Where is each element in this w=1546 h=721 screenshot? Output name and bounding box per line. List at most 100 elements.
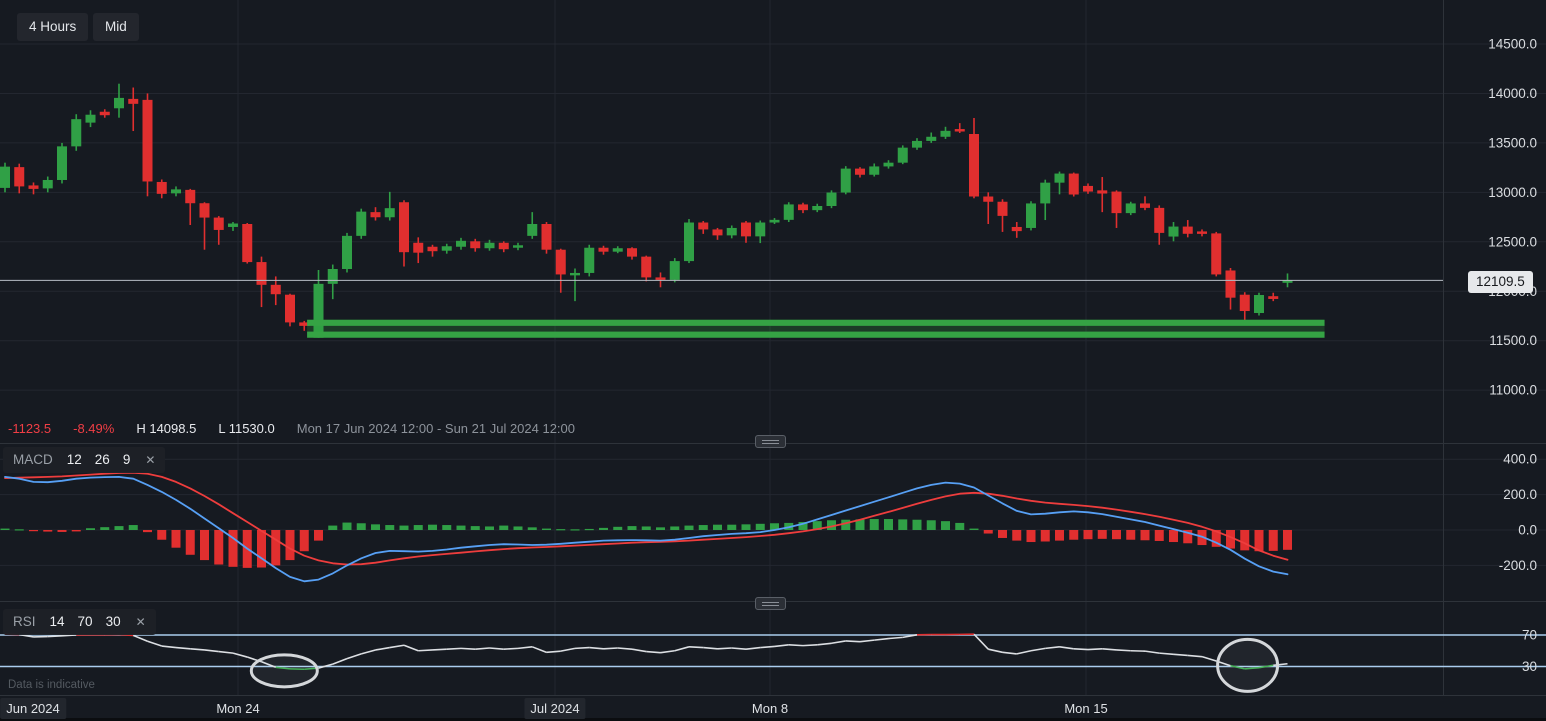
price-axis-tick: 13500.0 (1488, 135, 1537, 150)
pane-divider-handle-macd[interactable] (755, 435, 786, 448)
macd-histogram-bar (698, 525, 708, 530)
macd-histogram-bar (656, 527, 665, 530)
time-axis[interactable]: Jun 2024 Mon 24 Jul 2024 Mon 8 Mon 15 (0, 695, 1546, 719)
candle-body (1182, 226, 1193, 234)
macd-param-fast: 12 (66, 452, 82, 467)
rsi-line-segment (361, 649, 376, 655)
timeframe-button[interactable]: 4 Hours (17, 13, 89, 41)
macd-histogram-bar (385, 525, 395, 530)
rsi-line-segment (1273, 662, 1288, 667)
candle-body (812, 205, 823, 211)
macd-histogram-bar (371, 524, 380, 530)
candle-body (541, 223, 552, 250)
rsi-pane-content (0, 633, 1546, 693)
rsi-line-segment (61, 634, 77, 637)
rsi-line-segment (1258, 664, 1274, 669)
macd-histogram-bar (1240, 530, 1250, 551)
rsi-line-segment (204, 649, 219, 653)
macd-histogram-bar (513, 526, 523, 530)
macd-histogram-bar (713, 524, 722, 530)
candle-body (570, 272, 580, 276)
macd-histogram-bar (741, 524, 751, 530)
rsi-line-segment (703, 646, 718, 650)
macd-histogram-bar (171, 530, 181, 548)
axis-labels: 14500.014000.013500.013000.012500.012000… (1488, 37, 1537, 675)
macd-histogram-bar (1055, 530, 1064, 541)
macd-histogram-bar (941, 521, 950, 530)
macd-histogram-bar (456, 525, 466, 530)
macd-histogram-bar (542, 528, 551, 530)
candle-body (527, 223, 538, 236)
price-axis-tick: 11000.0 (1489, 383, 1537, 398)
candle-body (256, 262, 267, 285)
candle-body (741, 222, 751, 237)
candle-body (783, 204, 794, 220)
macd-axis-tick: -200.0 (1499, 558, 1537, 573)
candle-body (912, 140, 922, 148)
rsi-line-segment (574, 646, 590, 650)
macd-label: MACD (13, 452, 53, 467)
data-indicative-watermark: Data is indicative (8, 679, 95, 691)
candle-body (940, 130, 951, 137)
rsi-line-segment (389, 644, 405, 649)
macd-close-icon[interactable]: ✕ (145, 452, 156, 467)
candle-body (1211, 233, 1222, 275)
price-type-button[interactable]: Mid (93, 13, 139, 41)
macd-histogram-bar (1083, 530, 1093, 540)
rsi-line-segment (589, 646, 604, 650)
candle-body (270, 284, 281, 295)
rsi-line-segment (1116, 649, 1131, 652)
rsi-line-segment (531, 646, 547, 654)
candle-body (1026, 203, 1036, 228)
candle-body (228, 223, 238, 227)
candle-body (1040, 182, 1051, 204)
rsi-line-segment (774, 644, 789, 648)
support-zone-annotation (307, 319, 1325, 338)
candle-body (726, 227, 737, 236)
candle-body (384, 208, 395, 218)
candle-body (213, 217, 224, 230)
macd-histogram-bar (613, 526, 623, 530)
macd-histogram (0, 519, 1292, 568)
rsi-line-segment (1201, 655, 1217, 662)
gridlines (0, 0, 1546, 695)
candle-body (769, 219, 780, 223)
rsi-line-segment (375, 646, 390, 651)
candle-body (1097, 190, 1108, 194)
macd-histogram-bar (798, 522, 808, 530)
candle-body (969, 133, 979, 197)
rsi-line-segment (688, 646, 704, 649)
rsi-indicator-chip[interactable]: RSI 14 70 30 ✕ (3, 609, 156, 635)
candle-body (641, 256, 652, 278)
macd-param-slow: 26 (94, 452, 110, 467)
rsi-line-segment (118, 633, 134, 637)
candle-body (71, 119, 82, 147)
macd-indicator-chip[interactable]: MACD 12 26 9 ✕ (3, 447, 166, 473)
macd-histogram-bar (1211, 530, 1221, 547)
candle-body (128, 98, 139, 104)
candle-body (655, 277, 666, 280)
rsi-line-segment (1102, 647, 1117, 651)
rsi-line-segment (1030, 647, 1046, 652)
rsi-line-segment (19, 633, 34, 638)
pane-divider-handle-rsi[interactable] (755, 597, 786, 610)
rsi-line-segment (47, 634, 63, 638)
support-zone-upper-band (307, 319, 1325, 326)
session-low: L 11530.0 (218, 421, 275, 436)
macd-line (4, 475, 1289, 583)
macd-histogram-bar (100, 527, 110, 530)
rsi-line-segment (1230, 664, 1245, 670)
rsi-label: RSI (13, 614, 36, 629)
macd-histogram-bar (413, 525, 423, 530)
macd-histogram-bar (14, 529, 24, 531)
macd-histogram-bar (770, 523, 779, 530)
rsi-line-segment (1144, 650, 1160, 654)
rsi-line-segment (988, 648, 1003, 654)
macd-histogram-bar (670, 526, 680, 530)
rsi-line-segment (874, 637, 889, 641)
rsi-close-icon[interactable]: ✕ (135, 614, 146, 629)
rsi-line-segment (1087, 647, 1103, 651)
